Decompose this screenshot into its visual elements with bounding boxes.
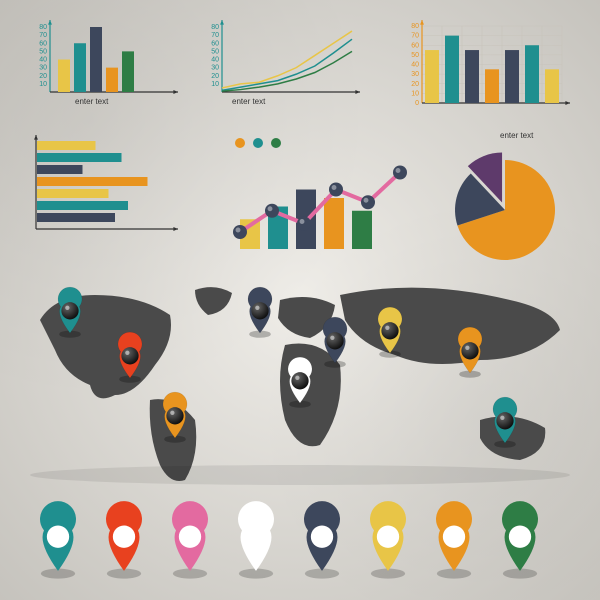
pin-icon <box>172 501 208 579</box>
hbar <box>37 153 122 162</box>
svg-text:20: 20 <box>39 73 47 80</box>
svg-text:10: 10 <box>411 90 419 97</box>
svg-text:30: 30 <box>39 65 47 72</box>
svg-text:30: 30 <box>211 65 219 72</box>
svg-text:60: 60 <box>411 42 419 49</box>
svg-text:50: 50 <box>211 48 219 55</box>
svg-text:80: 80 <box>39 24 47 31</box>
hbar <box>37 201 128 210</box>
pin-icon <box>106 501 142 579</box>
line-series <box>222 39 352 90</box>
bar <box>525 45 539 103</box>
map-pin <box>458 327 482 378</box>
pin-icon <box>304 501 340 579</box>
bar <box>545 69 559 103</box>
line-marker <box>329 183 343 197</box>
line-marker <box>233 225 247 239</box>
line-marker <box>393 166 407 180</box>
svg-text:20: 20 <box>411 81 419 88</box>
svg-text:50: 50 <box>39 48 47 55</box>
line-marker <box>265 204 279 218</box>
svg-text:70: 70 <box>411 33 419 40</box>
legend-dot <box>253 138 263 148</box>
hbar <box>37 213 115 222</box>
hbar <box>37 189 109 198</box>
pin-icon <box>40 501 76 579</box>
bar <box>465 50 479 103</box>
svg-text:10: 10 <box>39 81 47 88</box>
svg-text:70: 70 <box>211 32 219 39</box>
svg-text:40: 40 <box>211 57 219 64</box>
bar <box>122 51 134 92</box>
svg-text:80: 80 <box>411 23 419 30</box>
hbar <box>37 177 148 186</box>
chart1-caption: enter text <box>75 97 109 106</box>
bar <box>324 198 344 249</box>
chart2-caption: enter text <box>232 97 266 106</box>
svg-text:40: 40 <box>411 62 419 69</box>
legend-dot <box>271 138 281 148</box>
svg-text:60: 60 <box>211 40 219 47</box>
svg-text:50: 50 <box>411 52 419 59</box>
svg-text:0: 0 <box>415 100 419 107</box>
hbar <box>37 141 96 150</box>
bar <box>58 60 70 93</box>
pin-icon <box>370 501 406 579</box>
trend-line <box>240 173 400 233</box>
bar <box>90 27 102 92</box>
pin-icon <box>238 501 274 579</box>
svg-text:40: 40 <box>39 57 47 64</box>
line-series <box>222 31 352 88</box>
line-marker <box>361 195 375 209</box>
svg-text:30: 30 <box>411 71 419 78</box>
bar <box>425 50 439 103</box>
bar <box>352 211 372 249</box>
map-pin <box>248 287 272 338</box>
legend-dot <box>235 138 245 148</box>
infographic-canvas: 1020304050607080enter text10203040506070… <box>0 0 600 600</box>
svg-text:80: 80 <box>211 24 219 31</box>
bar <box>505 50 519 103</box>
pie-caption: enter text <box>500 131 534 140</box>
bar <box>445 36 459 103</box>
svg-text:20: 20 <box>211 73 219 80</box>
svg-text:60: 60 <box>39 40 47 47</box>
bar <box>485 69 499 103</box>
bar <box>106 68 118 92</box>
svg-text:10: 10 <box>211 81 219 88</box>
svg-text:70: 70 <box>39 32 47 39</box>
hbar <box>37 165 83 174</box>
bar <box>74 43 86 92</box>
pin-icon <box>436 501 472 579</box>
line-marker <box>297 217 311 231</box>
pin-icon <box>502 501 538 579</box>
